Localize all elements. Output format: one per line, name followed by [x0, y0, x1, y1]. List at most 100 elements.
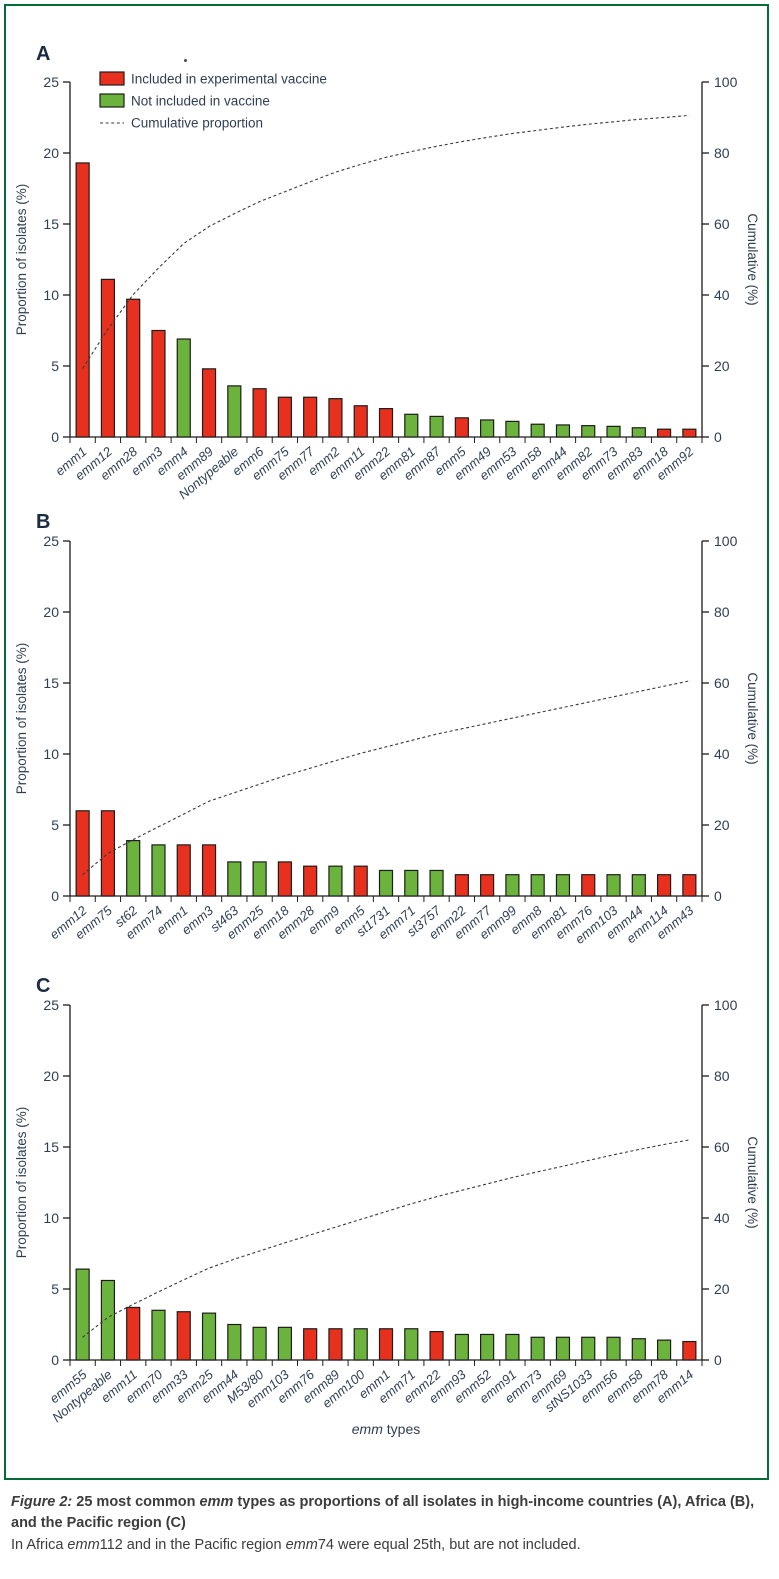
bar-emm103 — [277, 1326, 292, 1361]
caption-note-emm1: emm — [67, 1537, 100, 1554]
bar-emm9 — [328, 865, 343, 897]
y-tick-label: 10 — [43, 287, 59, 303]
panel-letter-B: B — [36, 511, 50, 533]
emm-types-chart: A0510152025020406080100emm1emm12emm28emm… — [14, 43, 760, 1437]
bar-emm14 — [682, 1340, 697, 1361]
bar-emm69 — [555, 1336, 571, 1361]
legend-cumulative-label: Cumulative proportion — [131, 116, 263, 131]
y-tick-label: 5 — [51, 817, 59, 833]
legend-not-included-swatch — [99, 93, 125, 108]
y-tick-label: 25 — [43, 533, 59, 549]
y-tick-label: 20 — [43, 604, 59, 620]
panel-C: C0510152025020406080100emm55Nontypeablee… — [14, 975, 760, 1437]
y2-tick-label: 100 — [714, 997, 738, 1013]
stray-mark — [184, 59, 187, 62]
bar-emm91 — [505, 1333, 520, 1361]
bar-emm18 — [277, 861, 292, 897]
y2-tick-label: 60 — [714, 1139, 730, 1155]
bar-emm87 — [429, 415, 444, 438]
bar-emm103 — [606, 874, 621, 897]
bar-m5380 — [252, 1326, 267, 1361]
caption-figure-label: Figure 2: — [11, 1494, 73, 1510]
bar-emm49 — [480, 419, 495, 438]
y2-tick-label: 0 — [714, 429, 722, 445]
bar-st1731 — [378, 869, 394, 897]
bar-emm89 — [201, 368, 217, 438]
y2-tick-label: 0 — [714, 1352, 722, 1368]
cumulative-line — [82, 1139, 690, 1338]
caption-note: In Africa emm112 and in the Pacific regi… — [11, 1535, 767, 1555]
y2-tick-label: 20 — [714, 1281, 730, 1297]
y-tick-label: 0 — [51, 1352, 59, 1368]
bar-emm78 — [656, 1339, 672, 1361]
y2-tick-label: 0 — [714, 888, 722, 904]
bar-emm1 — [75, 162, 90, 438]
y-tick-label: 20 — [43, 1068, 59, 1084]
bar-emm28 — [303, 865, 318, 897]
y-tick-label: 15 — [43, 216, 59, 232]
bar-emm77 — [303, 396, 318, 438]
bar-emm5 — [454, 417, 469, 438]
legend-included-swatch — [99, 71, 125, 86]
panel-letter-A: A — [36, 43, 50, 65]
bar-emm12 — [75, 810, 90, 897]
bar-emm2 — [328, 398, 343, 438]
y-tick-label: 10 — [43, 746, 59, 762]
bar-emm76 — [303, 1328, 318, 1361]
y-tick-label: 0 — [51, 429, 59, 445]
caption-title-line1: types as proportions of all isolates in … — [233, 1494, 755, 1510]
y2-tick-label: 40 — [714, 287, 730, 303]
legend-included-label: Included in experimental vaccine — [131, 72, 327, 87]
bar-emm58 — [530, 423, 545, 438]
y-axis-title: Proportion of isolates (%) — [14, 1107, 29, 1259]
bar-emm44 — [227, 1323, 242, 1361]
bar-emm44 — [555, 424, 571, 438]
y-tick-label: 25 — [43, 74, 59, 90]
y2-tick-label: 80 — [714, 1068, 730, 1084]
y-axis-title: Proportion of isolates (%) — [14, 184, 29, 336]
y2-tick-label: 60 — [714, 675, 730, 691]
bar-emm52 — [480, 1333, 495, 1361]
bar-st463 — [227, 861, 242, 897]
bar-emm18 — [656, 428, 672, 438]
bar-emm33 — [176, 1311, 191, 1361]
caption-title: Figure 2: 25 most common emm types as pr… — [11, 1492, 767, 1533]
bar-emm12 — [100, 278, 116, 438]
figure-frame — [4, 4, 769, 1480]
cumulative-line — [82, 114, 690, 369]
y2-axis-title: Cumulative (%) — [745, 672, 760, 764]
bar-emm81 — [555, 874, 571, 897]
bar-emm5 — [353, 865, 368, 897]
bar-emm43 — [682, 874, 697, 897]
y-tick-label: 15 — [43, 1139, 59, 1155]
legend: Included in experimental vaccine Not incl… — [99, 71, 327, 131]
bar-emm83 — [631, 427, 646, 438]
caption-title-pre: 25 most common — [72, 1494, 200, 1510]
y2-tick-label: 80 — [714, 604, 730, 620]
panel-B: B0510152025020406080100emm12emm75st62emm… — [14, 511, 760, 947]
caption-note-end: 74 were equal 25th, but are not included… — [317, 1537, 581, 1554]
bar-emm22 — [454, 874, 469, 897]
bar-emm25 — [252, 861, 267, 897]
y-axis-title: Proportion of isolates (%) — [14, 643, 29, 795]
bar-emm8 — [530, 874, 545, 897]
bar-emm99 — [505, 874, 520, 897]
bar-emm53 — [505, 420, 520, 438]
y-tick-label: 20 — [43, 145, 59, 161]
bar-stns1033 — [581, 1336, 596, 1361]
bar-emm25 — [201, 1312, 217, 1361]
panel-letter-C: C — [36, 975, 50, 997]
bar-nontypeable — [227, 385, 242, 438]
y2-tick-label: 40 — [714, 1210, 730, 1226]
legend-not-included-label: Not included in vaccine — [131, 94, 270, 109]
bar-emm6 — [252, 388, 267, 438]
bar-emm22 — [429, 1330, 444, 1361]
y-tick-label: 15 — [43, 675, 59, 691]
bar-emm77 — [480, 874, 495, 897]
bar-emm76 — [581, 874, 596, 897]
bar-emm114 — [656, 874, 672, 897]
y2-tick-label: 100 — [714, 74, 738, 90]
bar-emm4 — [176, 338, 191, 438]
cumulative-line — [82, 680, 690, 876]
caption-title-emm: emm — [199, 1494, 234, 1510]
